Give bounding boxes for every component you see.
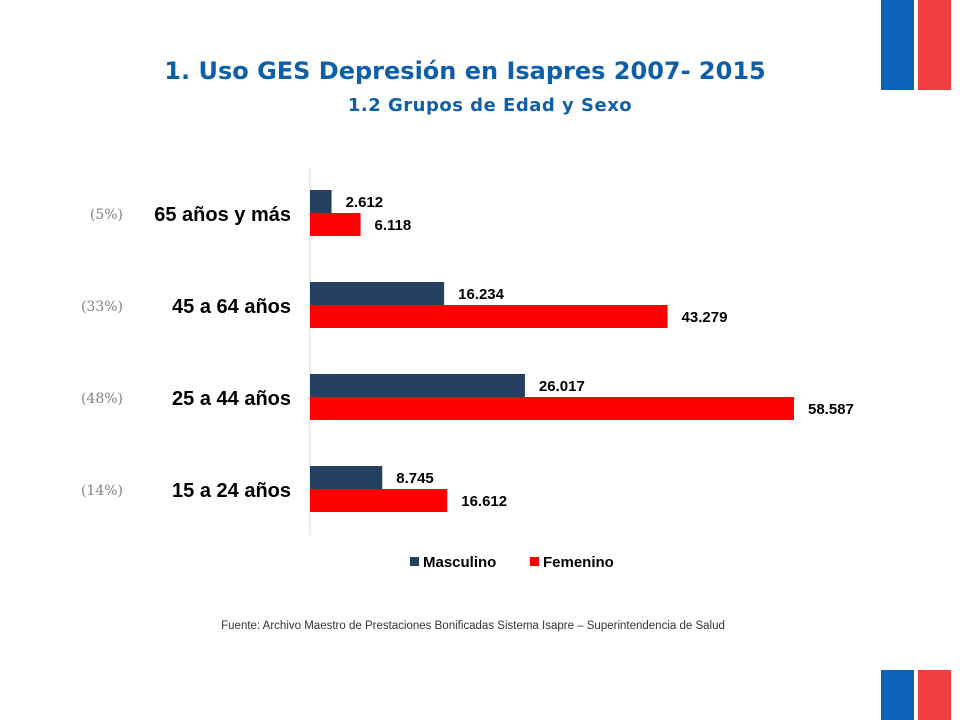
bar-femenino bbox=[310, 397, 794, 420]
category-share-label: (48%) bbox=[81, 391, 123, 407]
legend-label: Masculino bbox=[423, 554, 496, 571]
source-note: Fuente: Archivo Maestro de Prestaciones … bbox=[221, 620, 725, 632]
legend-swatch-femenino bbox=[530, 557, 539, 566]
data-label: 26.017 bbox=[539, 378, 585, 395]
data-label: 16.234 bbox=[458, 286, 505, 303]
data-label: 16.612 bbox=[461, 493, 507, 510]
category-label: 25 a 44 años bbox=[172, 388, 291, 410]
category-label: 65 años y más bbox=[154, 204, 291, 226]
bar-masculino bbox=[310, 374, 525, 397]
bar-femenino bbox=[310, 489, 448, 512]
data-label: 43.279 bbox=[682, 309, 728, 326]
category-label: 45 a 64 años bbox=[172, 296, 291, 318]
category-share-label: (14%) bbox=[81, 483, 123, 499]
legend-swatch-masculino bbox=[410, 557, 419, 566]
legend-label: Femenino bbox=[543, 554, 614, 571]
flag-decoration-top bbox=[881, 0, 951, 90]
category-share-label: (5%) bbox=[90, 207, 123, 223]
page-title: 1. Uso GES Depresión en Isapres 2007- 20… bbox=[164, 57, 766, 85]
category-share-label: (33%) bbox=[81, 299, 123, 315]
data-label: 6.118 bbox=[375, 217, 412, 234]
bar-masculino bbox=[310, 282, 445, 305]
bar-femenino bbox=[310, 305, 668, 328]
data-label: 8.745 bbox=[396, 470, 434, 487]
data-label: 2.612 bbox=[346, 194, 384, 211]
page-subtitle: 1.2 Grupos de Edad y Sexo bbox=[347, 95, 633, 116]
bar-chart: 65 años y más (5%) 2.612 6.118 45 a 64 años (… bbox=[81, 168, 854, 571]
bar-femenino bbox=[310, 213, 361, 236]
data-label: 58.587 bbox=[808, 401, 854, 418]
bar-masculino bbox=[310, 190, 332, 213]
flag-decoration-bottom bbox=[881, 670, 951, 720]
category-label: 15 a 24 años bbox=[172, 480, 291, 502]
bar-masculino bbox=[310, 466, 383, 489]
